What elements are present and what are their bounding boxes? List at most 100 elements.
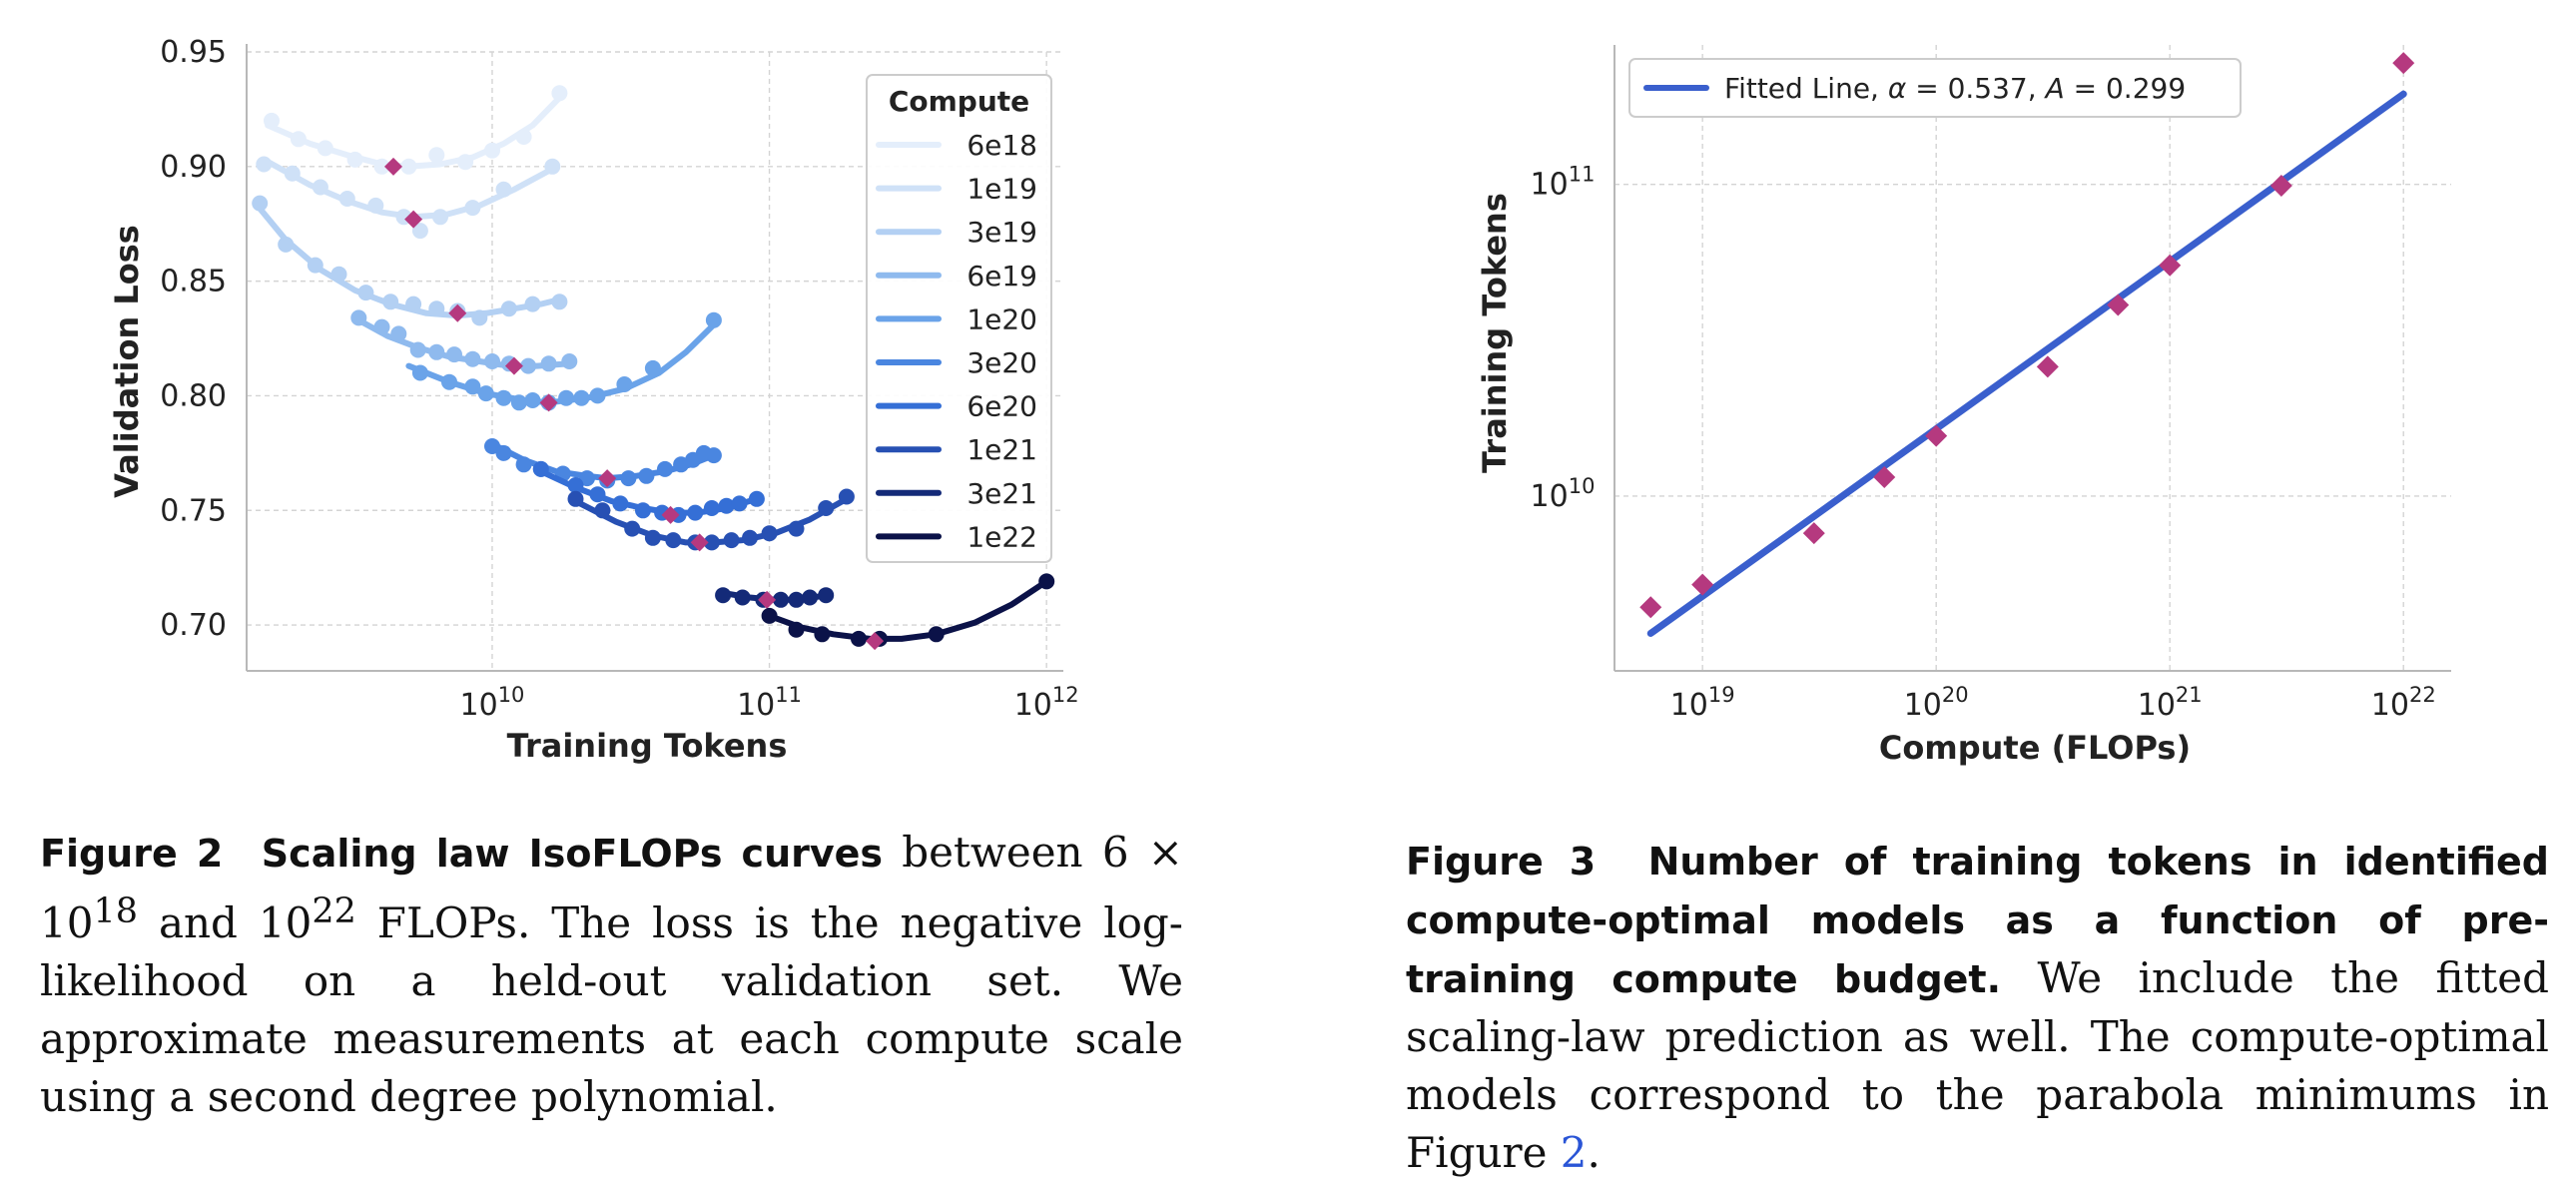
data-point-6e20 bbox=[635, 502, 651, 519]
compute-optimal-point bbox=[1873, 465, 1896, 488]
x-tick-label: 1012 bbox=[1014, 683, 1079, 723]
data-point-6e18 bbox=[515, 129, 532, 145]
data-point-1e19 bbox=[367, 197, 384, 214]
data-point-1e20 bbox=[510, 394, 527, 411]
data-point-6e20 bbox=[703, 500, 720, 516]
data-point-6e19 bbox=[350, 309, 367, 326]
x-tick-label: 1019 bbox=[1670, 683, 1735, 723]
compute-optimal-point bbox=[1691, 573, 1714, 596]
legend: Compute 6e18 1e19 3e19 6e19 1e20 3e20 6e20 1e21 3… bbox=[866, 74, 1052, 563]
data-point-3e21 bbox=[734, 589, 751, 606]
figure-2-reference-link[interactable]: 2 bbox=[1560, 1128, 1588, 1177]
data-point-3e20 bbox=[484, 438, 500, 454]
data-point-6e19 bbox=[390, 325, 407, 342]
series-6e20 bbox=[532, 460, 765, 524]
data-point-3e19 bbox=[330, 266, 347, 283]
legend-entry-1e19: 1e19 bbox=[966, 173, 1037, 206]
legend-entry-6e20: 6e20 bbox=[966, 390, 1037, 423]
data-point-1e21 bbox=[665, 532, 682, 549]
fit-curve-1e22 bbox=[766, 578, 1050, 642]
data-point-1e19 bbox=[464, 200, 481, 217]
figure-3-text-b: . bbox=[1587, 1128, 1601, 1177]
data-point-6e18 bbox=[484, 142, 500, 159]
figure-3-title: Number of training tokens in identified … bbox=[1406, 840, 2550, 1001]
y-tick-label: 0.80 bbox=[160, 378, 227, 413]
data-point-6e18 bbox=[400, 158, 417, 175]
figure-2-sup-b: 22 bbox=[312, 891, 356, 931]
data-point-3e21 bbox=[773, 591, 789, 608]
data-point-1e19 bbox=[256, 156, 273, 173]
compute-optimal-point bbox=[1639, 596, 1662, 619]
fit-curve-6e19 bbox=[355, 316, 573, 369]
data-point-6e19 bbox=[446, 346, 462, 363]
data-point-1e19 bbox=[432, 209, 448, 226]
data-point-6e19 bbox=[540, 355, 557, 372]
series-1e20 bbox=[405, 311, 722, 412]
series-1e19 bbox=[256, 156, 561, 240]
data-point-1e20 bbox=[441, 373, 457, 390]
fit-curve-6e18 bbox=[265, 94, 563, 170]
data-point-1e20 bbox=[495, 389, 512, 406]
x-tick-label: 1011 bbox=[737, 683, 802, 723]
optimum-marker-3e21 bbox=[758, 590, 777, 609]
data-point-3e19 bbox=[471, 309, 488, 326]
optimum-marker-1e21 bbox=[690, 533, 709, 552]
data-point-1e19 bbox=[495, 181, 512, 198]
data-point-1e21 bbox=[838, 488, 855, 505]
x-tick-label: 1022 bbox=[2371, 683, 2436, 723]
data-point-1e20 bbox=[558, 389, 575, 406]
data-point-1e21 bbox=[594, 502, 611, 519]
optimum-marker-6e20 bbox=[661, 505, 680, 524]
legend-entry-3e19: 3e19 bbox=[966, 216, 1037, 249]
compute-optimal-point bbox=[2392, 52, 2415, 75]
data-point-6e20 bbox=[589, 486, 606, 503]
data-point-6e18 bbox=[346, 151, 363, 168]
data-point-6e20 bbox=[687, 504, 704, 521]
data-point-6e18 bbox=[317, 140, 333, 157]
data-point-1e21 bbox=[788, 520, 805, 537]
x-tick-label: 1021 bbox=[2138, 683, 2203, 723]
data-point-1e22 bbox=[928, 626, 945, 643]
legend-box bbox=[1628, 58, 2242, 118]
figure-3-label: Figure 3 bbox=[1406, 840, 1597, 884]
legend-entry-fitted-line: Fitted Line, α = 0.537, A = 0.299 bbox=[1724, 72, 2186, 105]
y-axis-label: Training Tokens bbox=[1476, 193, 1514, 473]
x-tick-label: 1010 bbox=[460, 683, 525, 723]
data-point-6e20 bbox=[718, 497, 735, 514]
data-point-3e19 bbox=[278, 236, 295, 253]
data-point-1e20 bbox=[464, 378, 481, 395]
optimum-marker-1e19 bbox=[404, 210, 423, 229]
x-axis-label: Compute (FLOPs) bbox=[1879, 729, 2191, 767]
data-point-1e20 bbox=[524, 392, 541, 408]
data-point-1e19 bbox=[544, 158, 561, 175]
compute-optimal-point bbox=[1802, 522, 1825, 545]
figure-2-text-a: between 6 × 10 bbox=[40, 828, 1183, 947]
y-tick-label: 0.95 bbox=[160, 35, 227, 70]
data-point-3e19 bbox=[500, 300, 517, 317]
series-6e18 bbox=[264, 85, 568, 176]
figure-2-text-c: FLOPs. The loss is the negative log-like… bbox=[40, 898, 1183, 1121]
figure-3-text-a: We include the fitted scaling-law predic… bbox=[1406, 953, 2549, 1177]
legend-box bbox=[866, 74, 1052, 563]
data-point-1e21 bbox=[742, 529, 758, 546]
data-point-1e22 bbox=[788, 621, 805, 638]
data-point-1e22 bbox=[851, 630, 867, 647]
optimum-marker-6e19 bbox=[504, 356, 523, 375]
data-point-3e20 bbox=[638, 467, 655, 484]
isoflops-chart: 0.95 0.90 0.85 0.80 0.75 0.70 1010 1011 1012 Trai… bbox=[108, 35, 1079, 765]
data-point-1e20 bbox=[705, 311, 722, 328]
data-point-6e20 bbox=[532, 460, 549, 477]
legend-entry-1e21: 1e21 bbox=[966, 433, 1037, 466]
data-point-3e21 bbox=[715, 587, 732, 604]
data-point-6e20 bbox=[748, 490, 765, 507]
fitted-line bbox=[1646, 90, 2407, 637]
data-point-1e21 bbox=[644, 529, 661, 546]
data-point-3e19 bbox=[252, 195, 269, 212]
optimum-marker-6e18 bbox=[383, 157, 402, 176]
legend-entry-1e22: 1e22 bbox=[966, 520, 1037, 553]
data-point-1e22 bbox=[761, 607, 778, 624]
data-point-1e21 bbox=[624, 520, 641, 537]
data-point-1e21 bbox=[761, 525, 778, 542]
y-tick-label: 0.75 bbox=[160, 493, 227, 528]
compute-optimal-point bbox=[2107, 294, 2130, 316]
